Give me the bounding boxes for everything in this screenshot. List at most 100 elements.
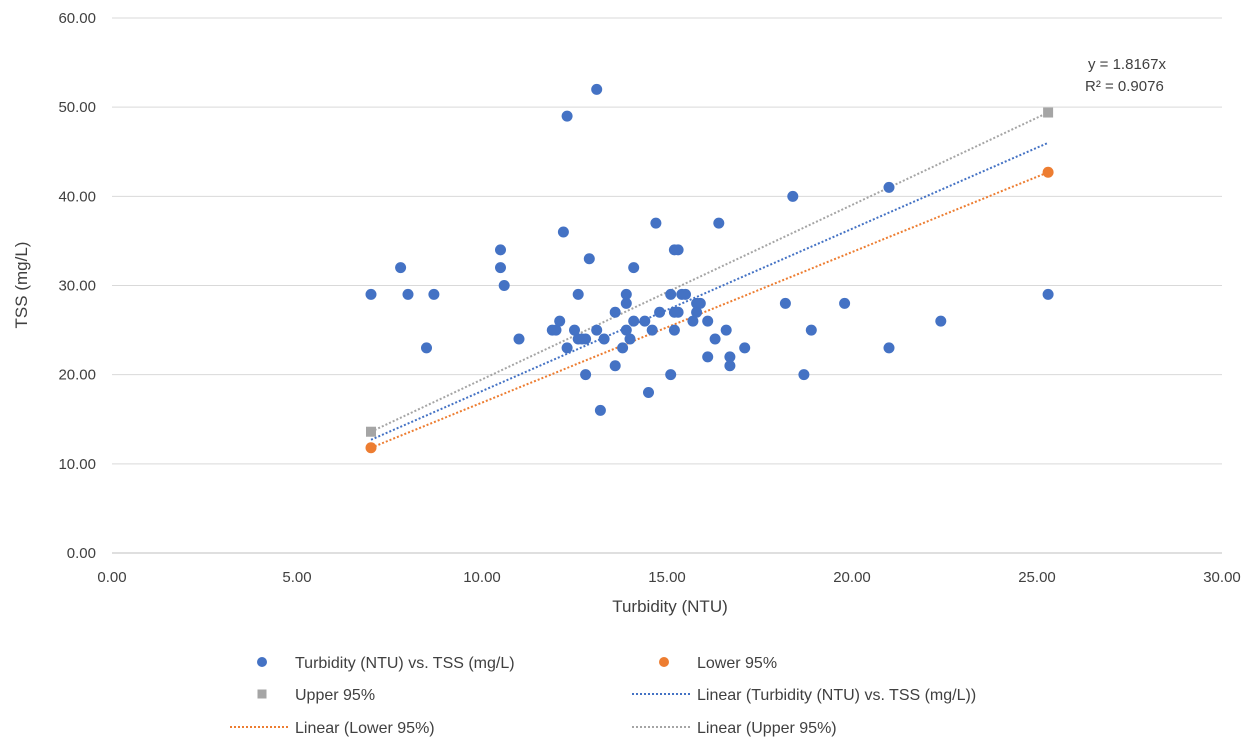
r-squared-label: R² = 0.9076: [1085, 78, 1164, 95]
data-point: [620, 288, 632, 300]
axis-titles: Turbidity (NTU) TSS (mg/L): [12, 242, 728, 616]
data-point: [672, 306, 684, 318]
y-tick-label: 10.00: [58, 456, 96, 473]
data-point: [650, 217, 662, 229]
data-point: [691, 306, 703, 318]
data-point: [591, 83, 603, 95]
data-point: [839, 297, 851, 309]
data-point: [609, 360, 621, 372]
data-point: [495, 244, 506, 256]
x-axis-title: Turbidity (NTU): [612, 597, 728, 616]
data-point: [569, 324, 580, 336]
data-point: [883, 342, 895, 354]
data-points: [365, 83, 1054, 454]
data-point: [724, 351, 736, 363]
trendline: [370, 111, 1049, 433]
legend-label: Turbidity (NTU) vs. TSS (mg/L): [295, 655, 515, 672]
equation-label: y = 1.8167x: [1088, 56, 1166, 73]
data-point: [561, 110, 573, 122]
data-point: [646, 324, 658, 336]
data-point: [620, 324, 632, 336]
data-point: [557, 226, 569, 238]
data-point: [1042, 288, 1054, 300]
y-tick-label: 30.00: [58, 278, 96, 295]
data-point: [1042, 166, 1054, 178]
y-tick-label: 50.00: [58, 99, 96, 116]
x-tick-label: 5.00: [282, 569, 311, 586]
data-point: [665, 288, 677, 300]
data-point: [620, 297, 632, 309]
data-point: [365, 442, 377, 454]
legend-marker: [257, 689, 267, 699]
data-point: [787, 190, 799, 202]
data-point: [498, 280, 510, 291]
y-axis-title: TSS (mg/L): [12, 242, 31, 329]
data-point: [495, 262, 506, 274]
y-tick-label: 20.00: [58, 367, 96, 384]
data-point: [428, 288, 440, 300]
x-tick-label: 15.00: [648, 569, 686, 586]
data-point: [687, 315, 699, 327]
data-point: [883, 181, 895, 193]
legend-label: Linear (Lower 95%): [295, 720, 435, 737]
trendline: [370, 171, 1049, 449]
data-point: [680, 288, 691, 300]
y-tick-label: 40.00: [58, 188, 96, 205]
data-point: [583, 253, 595, 265]
data-point: [561, 342, 573, 354]
x-tick-label: 0.00: [97, 569, 126, 586]
data-point: [609, 306, 621, 318]
data-point: [713, 217, 725, 229]
gridlines: [112, 17, 1222, 465]
x-tick-label: 25.00: [1018, 569, 1056, 586]
legend-label: Upper 95%: [295, 687, 375, 704]
data-point: [702, 351, 714, 363]
data-point: [639, 315, 651, 327]
trendline: [370, 141, 1049, 441]
x-tick-label: 10.00: [463, 569, 501, 586]
trendline-equation: y = 1.8167x R² = 0.9076: [1085, 56, 1166, 95]
data-point: [628, 262, 640, 274]
x-tick-label: 30.00: [1203, 569, 1241, 586]
legend: Turbidity (NTU) vs. TSS (mg/L) Lower 95% U…: [230, 655, 976, 737]
data-point: [665, 369, 677, 381]
data-point: [805, 324, 817, 336]
data-point: [572, 288, 584, 300]
y-tick-label: 60.00: [58, 10, 96, 27]
data-point: [643, 387, 654, 398]
data-point: [702, 315, 714, 327]
data-point: [395, 262, 407, 274]
data-point: [654, 306, 666, 318]
data-point: [580, 333, 592, 345]
data-point: [580, 369, 592, 381]
x-tick-label: 20.00: [833, 569, 871, 586]
trendlines: [370, 111, 1049, 449]
data-point: [598, 333, 610, 345]
axes: 0.00 10.00 20.00 30.00 40.00 50.00 60.00 0.00 5.…: [58, 10, 1240, 586]
data-point: [779, 297, 791, 309]
data-point: [421, 342, 432, 354]
data-point: [550, 324, 562, 336]
data-point: [594, 404, 606, 416]
data-point: [935, 315, 947, 327]
data-point: [365, 288, 377, 300]
legend-marker: [659, 657, 669, 667]
data-point: [1043, 107, 1054, 118]
data-point: [694, 297, 706, 309]
y-tick-label: 0.00: [67, 545, 96, 562]
legend-label: Linear (Upper 95%): [697, 720, 837, 737]
data-point: [554, 315, 566, 327]
data-point: [739, 342, 751, 354]
data-point: [624, 333, 636, 345]
data-point: [513, 333, 525, 345]
legend-marker: [257, 657, 267, 667]
data-point: [672, 244, 684, 256]
data-point: [591, 324, 603, 336]
data-point: [402, 288, 414, 300]
data-point: [724, 360, 736, 372]
data-point: [709, 333, 721, 345]
legend-label: Linear (Turbidity (NTU) vs. TSS (mg/L)): [697, 687, 976, 704]
legend-label: Lower 95%: [697, 655, 777, 672]
data-point: [798, 369, 810, 381]
